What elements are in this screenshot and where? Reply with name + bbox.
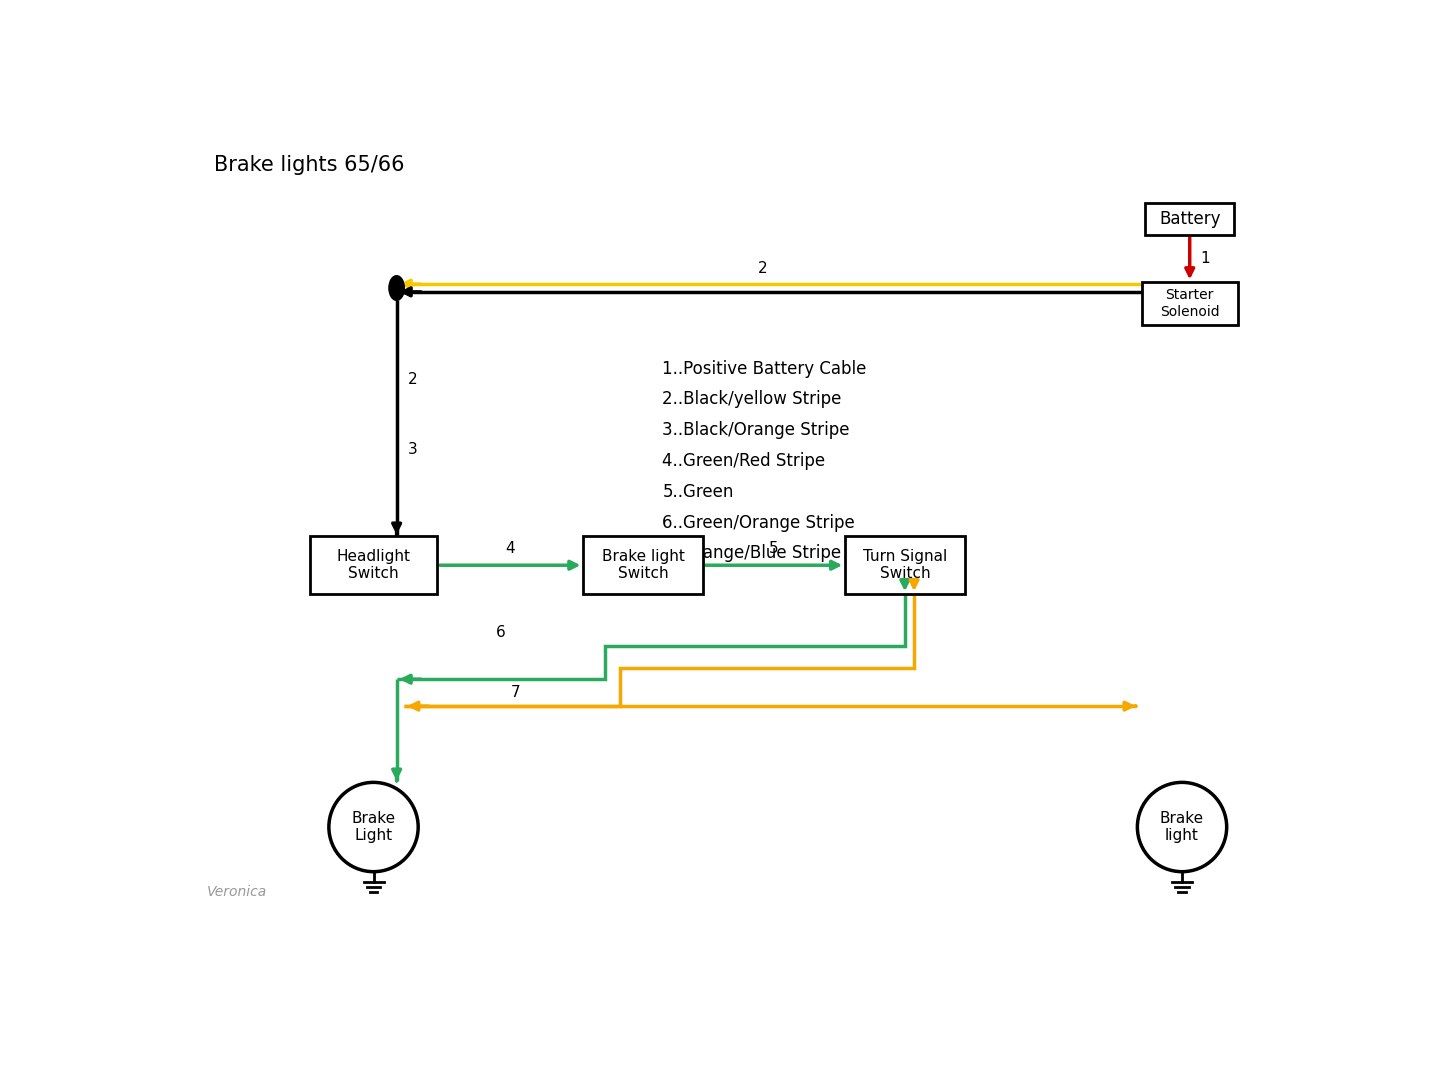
Text: 1: 1	[1201, 251, 1211, 266]
Text: 7: 7	[512, 685, 521, 700]
Text: 5: 5	[768, 541, 779, 556]
Text: 2: 2	[407, 372, 418, 387]
Text: 1..Positive Battery Cable: 1..Positive Battery Cable	[663, 359, 867, 377]
Text: 4: 4	[506, 541, 515, 556]
Bar	[310, 536, 436, 594]
Text: 7..Orange/Blue Stripe: 7..Orange/Blue Stripe	[663, 545, 841, 563]
Bar	[1146, 203, 1234, 235]
Bar	[1141, 282, 1238, 325]
Text: 3: 3	[407, 442, 418, 457]
Ellipse shape	[389, 276, 405, 300]
Text: Brake lights 65/66: Brake lights 65/66	[215, 154, 405, 175]
Text: Veronica: Veronica	[206, 884, 267, 898]
Text: 2: 2	[757, 262, 767, 277]
Text: 6..Green/Orange Stripe: 6..Green/Orange Stripe	[663, 513, 855, 532]
Circle shape	[1137, 783, 1227, 872]
Text: Battery: Battery	[1159, 210, 1221, 227]
Text: 2..Black/yellow Stripe: 2..Black/yellow Stripe	[663, 390, 841, 408]
Text: 6: 6	[496, 625, 506, 640]
Text: 3..Black/Orange Stripe: 3..Black/Orange Stripe	[663, 421, 850, 440]
Text: 5..Green: 5..Green	[663, 482, 734, 501]
Circle shape	[329, 783, 418, 872]
Text: Brake
Light: Brake Light	[351, 810, 396, 844]
Text: Turn Signal
Switch: Turn Signal Switch	[863, 549, 947, 581]
Text: Brake
light: Brake light	[1160, 810, 1203, 844]
Bar	[583, 536, 703, 594]
Text: Headlight
Switch: Headlight Switch	[336, 549, 410, 581]
Text: Brake light
Switch: Brake light Switch	[602, 549, 684, 581]
Text: Starter
Solenoid: Starter Solenoid	[1160, 288, 1219, 318]
Bar	[845, 536, 964, 594]
Text: 4..Green/Red Stripe: 4..Green/Red Stripe	[663, 452, 825, 470]
